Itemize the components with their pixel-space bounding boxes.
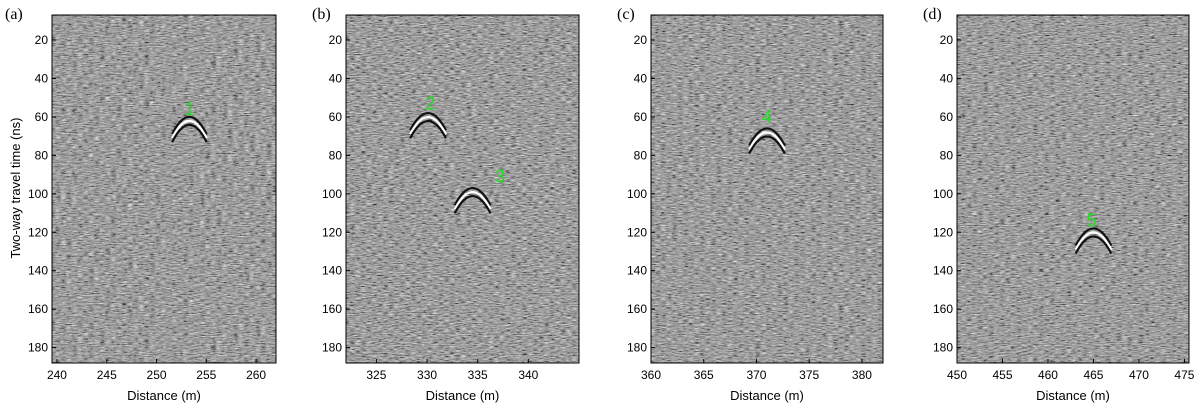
hyperbola-mark-1	[171, 119, 208, 139]
x-tick-label: 245	[97, 368, 117, 382]
x-tick-label: 375	[799, 368, 819, 382]
x-tick-label: 470	[1129, 368, 1149, 382]
panel-label: (a)	[5, 6, 23, 23]
radargram-texture	[52, 15, 276, 363]
hyperbola-mark-1	[409, 111, 447, 131]
plot-frame	[650, 14, 884, 364]
x-tick-label: 365	[694, 368, 714, 382]
hyperbola-mark-1	[171, 115, 208, 135]
x-tick-label: 450	[947, 368, 967, 382]
panel-a: 20 40 60 80 100 120 140 160 180 240 245 250 255 260 Di…	[5, 6, 277, 403]
x-tick-label: 455	[992, 368, 1012, 382]
y-tick-label: 160	[627, 302, 647, 316]
hyperbola-annotation-4: 4	[762, 107, 772, 127]
hyperbola-mark-1	[1074, 227, 1113, 247]
y-tick-label: 100	[627, 187, 647, 201]
y-tick-label: 100	[933, 187, 953, 201]
x-tick-label: 335	[468, 368, 488, 382]
y-tick-label: 20	[329, 33, 343, 47]
hyperbola-mark-1	[409, 115, 447, 135]
y-tick-label: 140	[933, 264, 953, 278]
panel-label: (c)	[617, 6, 635, 23]
hyperbola-mark-2	[453, 190, 492, 210]
x-tick-label: 240	[47, 368, 67, 382]
hyperbola-annotation-3: 3	[495, 167, 505, 187]
hyperbola-mark-1	[748, 135, 786, 155]
panel-label: (d)	[923, 6, 942, 23]
x-tick-label: 370	[746, 368, 766, 382]
x-tick-label: 380	[852, 368, 872, 382]
y-tick-label: 140	[28, 264, 48, 278]
y-tick-label: 60	[634, 110, 648, 124]
hyperbola-mark-1	[748, 127, 786, 147]
panel-label: (b)	[312, 6, 331, 23]
y-tick-label: 60	[940, 110, 954, 124]
y-tick-label: 140	[322, 264, 342, 278]
y-tick-label: 20	[634, 33, 648, 47]
hyperbola-mark-2	[453, 186, 492, 206]
y-tick-label: 20	[940, 33, 954, 47]
x-tick-label: 325	[366, 368, 386, 382]
y-tick-label: 80	[940, 148, 954, 162]
x-tick-label: 255	[196, 368, 216, 382]
y-tick-label: 120	[627, 225, 647, 239]
x-tick-label: 330	[417, 368, 437, 382]
y-tick-label: 80	[35, 148, 49, 162]
y-tick-label: 40	[634, 71, 648, 85]
y-tick-label: 120	[28, 225, 48, 239]
hyperbola-mark-2	[453, 194, 492, 214]
y-tick-label: 120	[322, 225, 342, 239]
y-tick-label: 180	[28, 341, 48, 355]
y-tick-label: 100	[322, 187, 342, 201]
hyperbola-mark-1	[1074, 235, 1113, 255]
hyperbola-mark-1	[1074, 231, 1113, 251]
hyperbola-mark-1	[171, 123, 208, 143]
x-tick-label: 340	[518, 368, 538, 382]
panel-d: 20 40 60 80 100 120 140 160 180 450 455 460 465 470 47…	[923, 6, 1195, 403]
y-tick-label: 80	[634, 148, 648, 162]
y-tick-label: 180	[627, 341, 647, 355]
radargram-texture	[346, 15, 579, 363]
y-tick-label: 160	[28, 302, 48, 316]
y-tick-label: 60	[329, 110, 343, 124]
plot-frame	[51, 14, 277, 364]
panel-b: 20 40 60 80 100 120 140 160 180 325 330 335 340 Dista…	[312, 6, 580, 403]
y-tick-label: 60	[35, 110, 49, 124]
x-tick-label: 465	[1083, 368, 1103, 382]
x-tick-label: 260	[246, 368, 266, 382]
y-axis-title: Two-way travel time (ns)	[8, 118, 23, 259]
y-tick-label: 20	[35, 33, 49, 47]
hyperbola-mark-1	[409, 119, 447, 139]
x-axis-title: Distance (m)	[127, 388, 201, 403]
x-tick-label: 360	[641, 368, 661, 382]
hyperbola-annotation-2: 2	[425, 93, 435, 113]
hyperbola-annotation-5: 5	[1087, 211, 1097, 231]
y-tick-label: 140	[627, 264, 647, 278]
y-tick-label: 80	[329, 148, 343, 162]
panel-c: 20 40 60 80 100 120 140 160 180 360 365 370 375 380 Di…	[617, 6, 884, 403]
radargram-texture	[651, 15, 883, 363]
hyperbola-annotation-1: 1	[184, 99, 194, 119]
y-tick-label: 40	[940, 71, 954, 85]
y-tick-label: 40	[35, 71, 49, 85]
y-tick-label: 160	[322, 302, 342, 316]
plot-frame	[345, 14, 580, 364]
x-axis-title: Distance (m)	[730, 388, 804, 403]
plot-frame	[956, 14, 1190, 364]
y-tick-label: 100	[28, 187, 48, 201]
radargram-texture	[957, 15, 1189, 363]
hyperbola-mark-1	[748, 131, 786, 151]
x-axis-title: Distance (m)	[1036, 388, 1110, 403]
y-tick-label: 180	[933, 341, 953, 355]
y-tick-label: 160	[933, 302, 953, 316]
x-tick-label: 460	[1038, 368, 1058, 382]
y-tick-label: 40	[329, 71, 343, 85]
x-axis-title: Distance (m)	[426, 388, 500, 403]
y-tick-label: 180	[322, 341, 342, 355]
x-tick-label: 250	[147, 368, 167, 382]
y-tick-label: 120	[933, 225, 953, 239]
x-tick-label: 475	[1174, 368, 1194, 382]
